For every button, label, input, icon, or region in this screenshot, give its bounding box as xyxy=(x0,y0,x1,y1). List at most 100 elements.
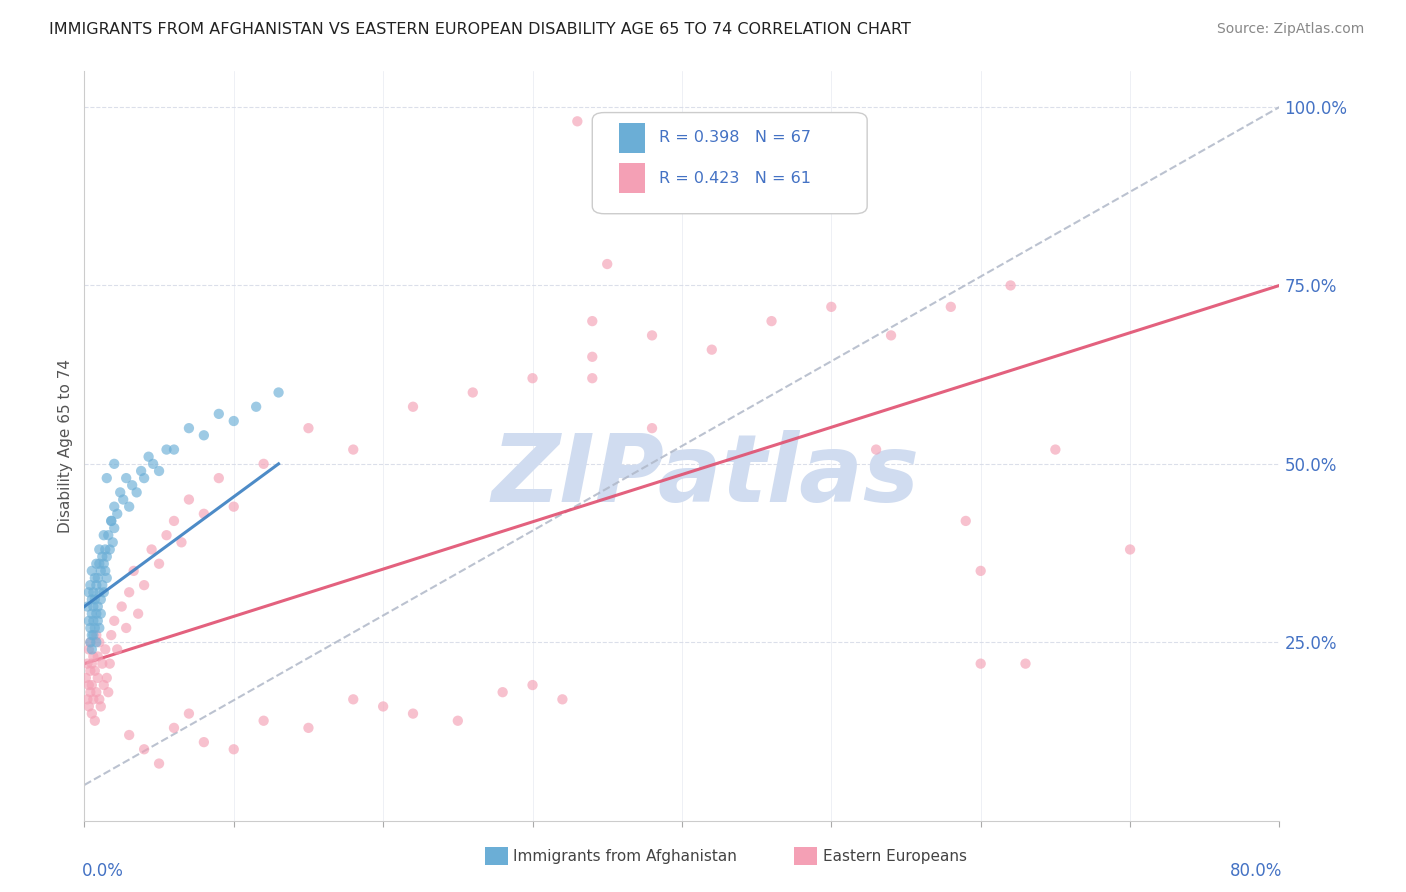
Point xyxy=(82,614,104,628)
Point xyxy=(91,549,114,564)
Point xyxy=(90,607,112,621)
Point xyxy=(100,514,122,528)
Point xyxy=(177,492,200,507)
Point xyxy=(86,578,108,592)
Point xyxy=(132,471,156,485)
Text: Source: ZipAtlas.com: Source: ZipAtlas.com xyxy=(1216,22,1364,37)
Point xyxy=(83,621,105,635)
Point xyxy=(87,649,110,664)
Point xyxy=(115,471,138,485)
Point xyxy=(138,450,160,464)
Point xyxy=(80,564,103,578)
Point xyxy=(93,678,115,692)
Point xyxy=(297,421,319,435)
Point xyxy=(96,571,118,585)
Text: R = 0.398   N = 67: R = 0.398 N = 67 xyxy=(659,130,811,145)
Point xyxy=(90,699,112,714)
Point xyxy=(100,628,122,642)
Point xyxy=(118,728,141,742)
Point xyxy=(122,564,145,578)
Point xyxy=(461,385,484,400)
Point xyxy=(297,721,319,735)
Point xyxy=(77,678,100,692)
Point xyxy=(86,557,108,571)
Point xyxy=(80,678,103,692)
Point xyxy=(761,314,783,328)
Point xyxy=(132,742,156,756)
Point xyxy=(79,685,101,699)
Point xyxy=(177,421,200,435)
Point xyxy=(105,507,128,521)
Point xyxy=(155,442,177,457)
Point xyxy=(87,671,110,685)
Point xyxy=(89,621,111,635)
Point xyxy=(112,492,135,507)
Point xyxy=(75,671,97,685)
Point xyxy=(86,635,108,649)
Point xyxy=(93,528,115,542)
Text: IMMIGRANTS FROM AFGHANISTAN VS EASTERN EUROPEAN DISABILITY AGE 65 TO 74 CORRELAT: IMMIGRANTS FROM AFGHANISTAN VS EASTERN E… xyxy=(49,22,911,37)
Point xyxy=(970,564,993,578)
Point xyxy=(402,400,425,414)
FancyBboxPatch shape xyxy=(619,163,645,194)
Point xyxy=(170,535,193,549)
Point xyxy=(101,535,124,549)
Point xyxy=(98,542,121,557)
FancyBboxPatch shape xyxy=(619,123,645,153)
Point xyxy=(89,557,111,571)
Point xyxy=(86,607,108,621)
Point xyxy=(551,692,574,706)
Point xyxy=(163,721,186,735)
Point xyxy=(80,706,103,721)
Point xyxy=(245,400,267,414)
Point xyxy=(208,471,231,485)
Point xyxy=(83,714,105,728)
Text: R = 0.423   N = 61: R = 0.423 N = 61 xyxy=(659,171,811,186)
Point xyxy=(373,699,395,714)
Point xyxy=(79,635,101,649)
Point xyxy=(82,628,104,642)
Point xyxy=(121,478,143,492)
Text: Immigrants from Afghanistan: Immigrants from Afghanistan xyxy=(513,849,737,863)
Point xyxy=(492,685,515,699)
Point xyxy=(79,621,101,635)
Point xyxy=(700,343,723,357)
Point xyxy=(641,328,664,343)
Point xyxy=(253,714,276,728)
Point xyxy=(522,678,544,692)
Point xyxy=(939,300,962,314)
Point xyxy=(193,735,215,749)
Point xyxy=(111,599,134,614)
Point xyxy=(132,578,156,592)
Point xyxy=(80,592,103,607)
Point xyxy=(1000,278,1022,293)
Point xyxy=(163,514,186,528)
Point xyxy=(97,685,120,699)
Point xyxy=(80,628,103,642)
Point xyxy=(80,607,103,621)
Point xyxy=(955,514,977,528)
Point xyxy=(148,557,170,571)
Point xyxy=(1045,442,1067,457)
Point xyxy=(865,442,887,457)
Point xyxy=(83,592,105,607)
Point xyxy=(96,671,118,685)
Point xyxy=(596,257,619,271)
Point xyxy=(87,614,110,628)
Point xyxy=(82,585,104,599)
Point xyxy=(77,614,100,628)
Text: 0.0%: 0.0% xyxy=(82,862,124,880)
Point xyxy=(105,642,128,657)
Point xyxy=(129,464,152,478)
Point xyxy=(1119,542,1142,557)
Point xyxy=(82,599,104,614)
Point xyxy=(148,464,170,478)
Point xyxy=(79,635,101,649)
Point xyxy=(98,657,121,671)
Point xyxy=(142,457,165,471)
Point xyxy=(79,578,101,592)
Point xyxy=(342,692,364,706)
Point xyxy=(222,500,245,514)
Point xyxy=(103,500,125,514)
Point xyxy=(77,585,100,599)
